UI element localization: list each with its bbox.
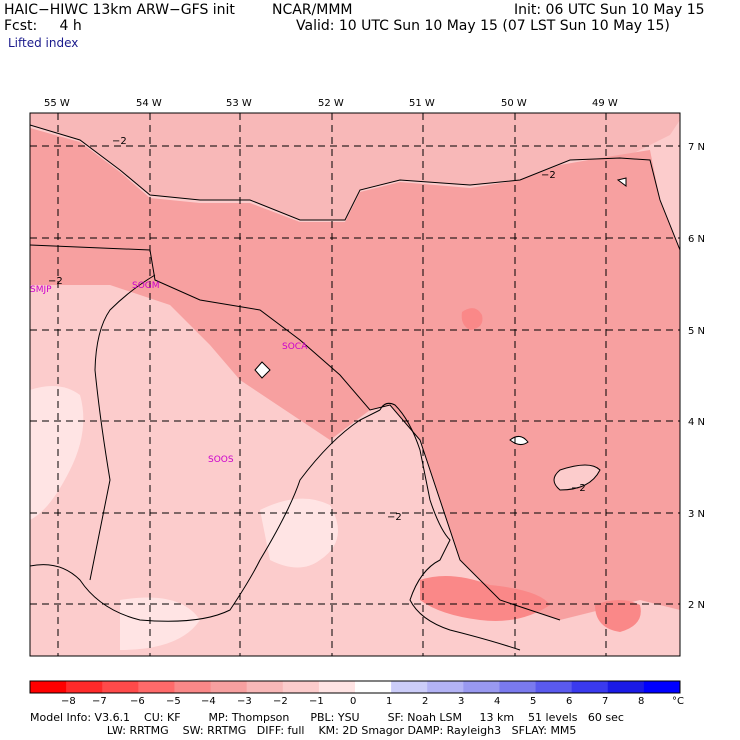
colorbar-label: 8: [638, 696, 644, 707]
contour-label: −2: [48, 276, 63, 287]
colorbar-swatch: [210, 681, 248, 693]
colorbar-label: 4: [494, 696, 500, 707]
north-band: [30, 113, 680, 220]
colorbar-label: 1: [386, 696, 392, 707]
graticule: [30, 113, 680, 656]
lon-label: 52 W: [318, 98, 344, 109]
org-label: NCAR/MMM: [272, 2, 353, 18]
colorbar-swatch: [427, 681, 464, 693]
colorbar-swatch: [30, 681, 67, 693]
colorbar-label: 3: [458, 696, 464, 707]
colorbar-label: −5: [166, 696, 181, 707]
colorbar-swatch: [607, 681, 645, 693]
colorbar-swatch: [571, 681, 609, 693]
model-info-line1: Model Info: V3.6.1 CU: KF MP: Thompson P…: [30, 711, 624, 724]
station-label: SOOS: [208, 455, 234, 465]
colorbar-label: −2: [273, 696, 288, 707]
colorbar-labels: −8 −7 −6 −5 −4 −3 −2 −1 0 1 2 3 4 5 6 7 …: [61, 696, 684, 707]
coastal-band: [30, 245, 370, 440]
coastline-east: [379, 402, 521, 651]
colorbar-swatch: [391, 681, 428, 693]
colorbar-swatch: [499, 681, 537, 693]
colorbar-label: −7: [92, 696, 107, 707]
colorbar-swatch: [138, 681, 175, 693]
colorbar-swatch: [66, 681, 103, 693]
contour-label: −2: [112, 136, 127, 147]
field-name: Lifted index: [8, 36, 79, 50]
light-area-west: [30, 386, 84, 520]
station-label: SOGM: [132, 281, 160, 291]
lon-label: 51 W: [409, 98, 435, 109]
model-info-line2: LW: RRTMG SW: RRTMG DIFF: full KM: 2D Sm…: [30, 724, 577, 737]
lon-label: 54 W: [136, 98, 162, 109]
colorbar-swatch: [643, 681, 681, 693]
init-time: Init: 06 UTC Sun 10 May 15: [514, 2, 705, 18]
model-title: HAIC−HIWC 13km ARW−GFS init: [4, 2, 235, 18]
colorbar-label: −1: [309, 696, 324, 707]
contour-label: −2: [541, 170, 556, 181]
lat-label: 3 N: [688, 509, 705, 520]
contour-label: −2: [571, 483, 586, 494]
core-central: [461, 308, 483, 330]
light-area-sw: [120, 597, 200, 650]
contour-minus2-north: [29, 124, 681, 251]
colorbar-frame: [29, 680, 681, 694]
core-south: [420, 576, 550, 621]
border-line: [29, 409, 381, 622]
lon-label: 53 W: [226, 98, 252, 109]
convective-region: [30, 128, 680, 620]
colorbar-swatch: [102, 681, 139, 693]
colorbar-swatch: [246, 681, 284, 693]
lat-label: 2 N: [688, 600, 705, 611]
contour-east-loop: [553, 464, 601, 491]
colorbar-swatch: [318, 681, 356, 693]
contour-tiny: [616, 177, 627, 187]
colorbar-label: 5: [530, 696, 536, 707]
colorbar-label: 7: [602, 696, 608, 707]
valid-time: Valid: 10 UTC Sun 10 May 15 (07 LST Sun …: [296, 18, 670, 34]
colorbar-label: −8: [61, 696, 76, 707]
colorbar-label: 0: [350, 696, 356, 707]
colorbar-unit: °C: [672, 696, 684, 707]
lat-label: 5 N: [688, 326, 705, 337]
colorbar-label: 6: [566, 696, 572, 707]
light-area-south: [260, 498, 338, 568]
lon-label: 50 W: [501, 98, 527, 109]
lon-label: 55 W: [44, 98, 70, 109]
station-label: SMJP: [30, 285, 52, 295]
lat-label: 6 N: [688, 234, 705, 245]
colorbar-label: −4: [201, 696, 216, 707]
colorbar-label: 2: [422, 696, 428, 707]
map-frame: [29, 112, 681, 657]
contour-minus2-coast: [29, 244, 561, 621]
colorbar-swatch: [282, 681, 320, 693]
lat-label: 4 N: [688, 417, 705, 428]
colorbar-swatch: [463, 681, 500, 693]
station-label: SOCA: [282, 342, 308, 352]
forecast-hour: Fcst: 4 h: [4, 18, 82, 34]
colorbar-label: −6: [130, 696, 145, 707]
lon-label: 49 W: [592, 98, 618, 109]
contour-diamond: [254, 361, 271, 379]
colorbar-swatch: [535, 681, 573, 693]
colorbar-swatch: [174, 681, 212, 693]
lat-label: 7 N: [688, 142, 705, 153]
colorbar-label: −3: [237, 696, 252, 707]
colorbar-swatch: [355, 681, 392, 693]
border-west: [89, 274, 156, 581]
colorbar: [29, 680, 681, 694]
contour-label: −2: [387, 512, 402, 523]
